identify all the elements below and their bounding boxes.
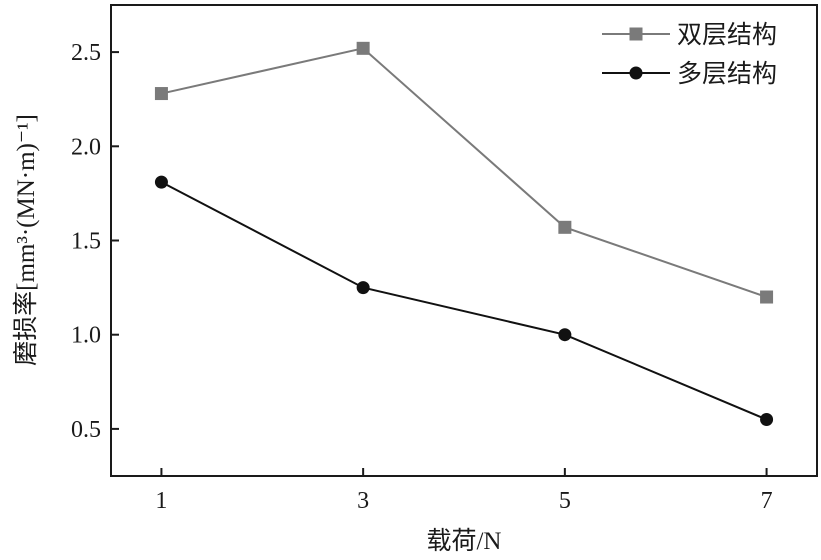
legend-marker	[629, 66, 643, 80]
data-point	[558, 328, 572, 342]
x-axis-title: 载荷/N	[426, 527, 501, 555]
series-line	[161, 47, 767, 298]
y-axis: 0.5 1.0 1.5 2.0 2.5	[71, 40, 119, 443]
data-point	[558, 220, 572, 234]
x-tick-label: 3	[357, 488, 369, 514]
series-line	[160, 181, 767, 421]
y-tick-label: 0.5	[71, 417, 101, 443]
x-tick-label: 1	[155, 488, 167, 514]
y-tick-label: 1.5	[71, 229, 101, 255]
legend-label: 双层结构	[677, 21, 777, 49]
legend-marker	[629, 27, 643, 41]
y-axis-title: 磨损率[mm³·(MN·m)⁻¹]	[12, 114, 40, 366]
y-tick-label: 1.0	[71, 323, 101, 349]
y-tick-label: 2.0	[71, 134, 101, 160]
legend-label: 多层结构	[677, 60, 777, 88]
series-2	[154, 175, 774, 426]
x-axis: 1 3 5 7	[155, 468, 773, 514]
x-tick-label: 5	[559, 488, 571, 514]
data-point	[356, 41, 370, 55]
data-point	[760, 412, 774, 426]
data-point	[760, 290, 774, 304]
data-point	[154, 175, 168, 189]
y-tick-label: 2.5	[71, 40, 101, 66]
data-point	[154, 87, 168, 101]
series-1	[154, 41, 774, 304]
series-layer	[154, 41, 774, 426]
data-point	[356, 281, 370, 295]
x-tick-label: 7	[761, 488, 773, 514]
